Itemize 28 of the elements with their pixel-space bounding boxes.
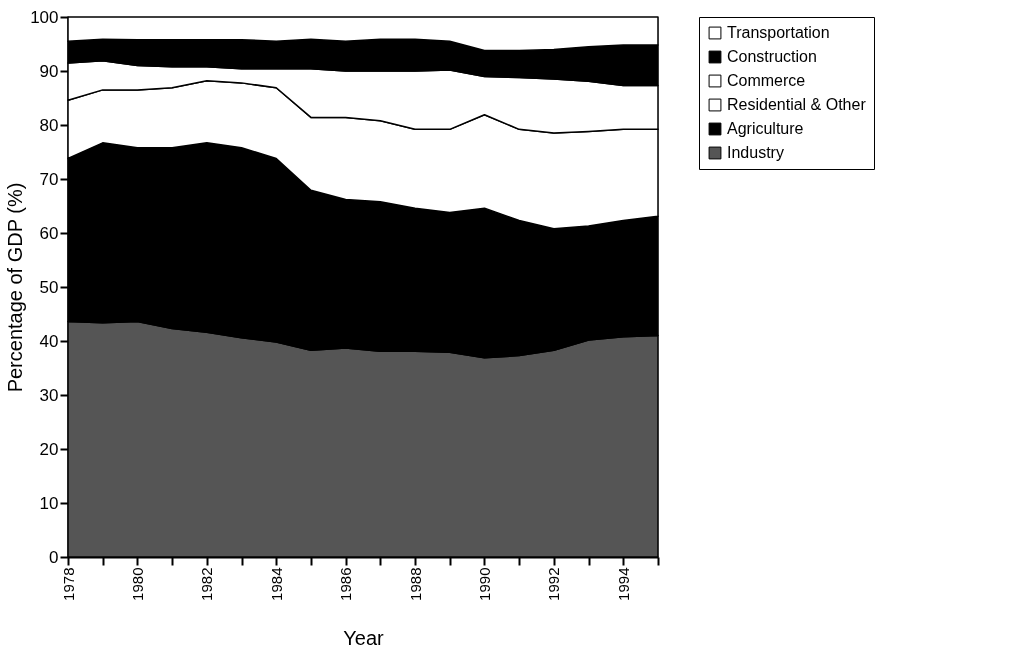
x-tick-label: 1986	[337, 567, 355, 601]
legend-label: Industry	[727, 144, 784, 161]
legend-label: Agriculture	[727, 120, 804, 137]
y-tick-label: 50	[39, 277, 59, 297]
y-tick-label: 40	[39, 331, 59, 351]
x-tick-label: 1984	[267, 567, 285, 601]
x-tick-label: 1990	[475, 567, 493, 601]
y-tick-label: 80	[39, 115, 59, 135]
legend-label: Construction	[727, 48, 817, 65]
x-tick-label: 1982	[198, 567, 216, 601]
x-tick-label: 1988	[406, 567, 424, 601]
y-tick-label: 10	[39, 493, 59, 513]
legend-label: Residential & Other	[727, 96, 867, 113]
x-tick-label: 1994	[614, 567, 632, 601]
y-tick-label: 90	[39, 61, 59, 81]
x-axis-title: Year	[343, 626, 385, 649]
y-tick-label: 20	[39, 439, 59, 459]
y-axis-title: Percentage of GDP (%)	[4, 182, 27, 393]
x-tick-label: 1992	[545, 567, 563, 601]
y-tick-label: 30	[39, 385, 59, 405]
y-tick-label: 100	[30, 7, 59, 27]
legend-label: Transportation	[727, 24, 830, 41]
y-tick-label: 70	[39, 169, 59, 189]
legend-label: Commerce	[727, 72, 806, 89]
y-tick-label: 0	[49, 547, 59, 567]
x-tick-label: 1978	[59, 567, 77, 601]
y-tick-label: 60	[39, 223, 59, 243]
x-tick-label: 1980	[128, 567, 146, 601]
